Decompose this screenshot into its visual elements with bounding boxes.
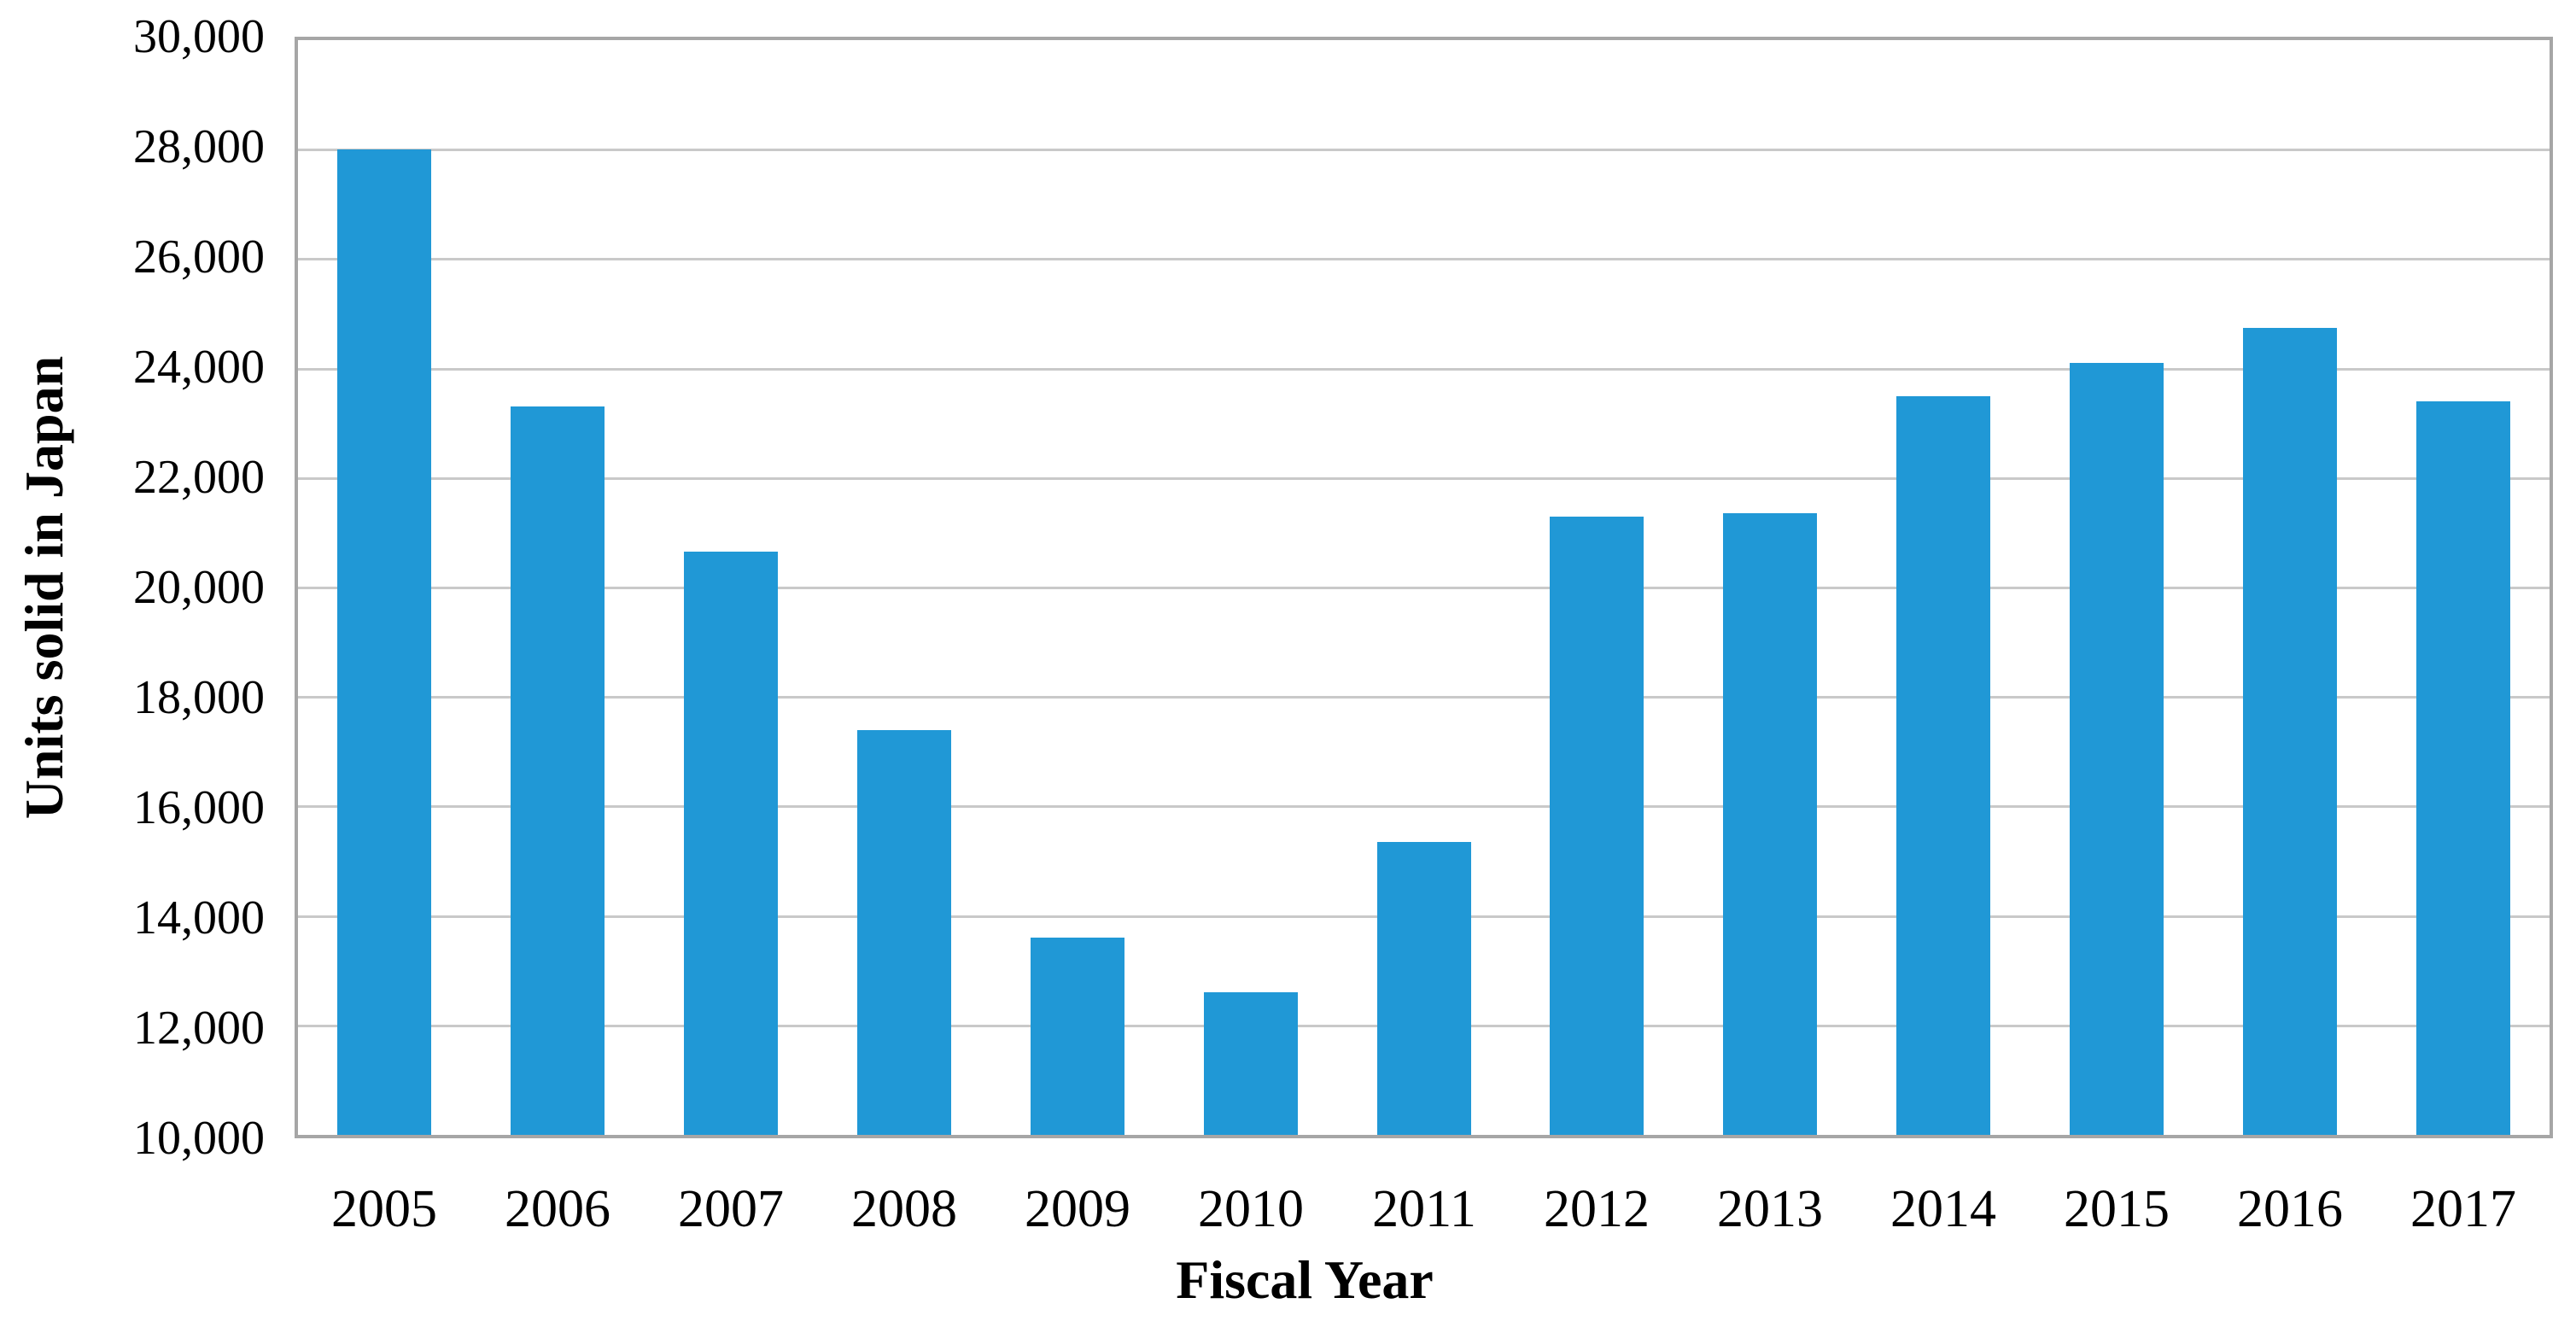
gridline bbox=[298, 805, 2550, 808]
bar-2009 bbox=[1031, 938, 1124, 1135]
x-tick-label: 2014 bbox=[1890, 1180, 1996, 1238]
x-tick-label: 2011 bbox=[1372, 1180, 1476, 1238]
y-tick-label: 18,000 bbox=[133, 671, 265, 724]
x-tick-label: 2007 bbox=[678, 1180, 784, 1238]
x-tick-label: 2005 bbox=[331, 1180, 437, 1238]
bar-2014 bbox=[1896, 396, 1990, 1135]
gridline bbox=[298, 149, 2550, 151]
y-tick-label: 20,000 bbox=[133, 561, 265, 614]
x-tick-label: 2006 bbox=[505, 1180, 610, 1238]
bar-2007 bbox=[684, 552, 778, 1135]
bar-2017 bbox=[2416, 401, 2510, 1135]
bar-2015 bbox=[2070, 363, 2164, 1135]
gridline bbox=[298, 587, 2550, 589]
y-tick-label: 10,000 bbox=[133, 1112, 265, 1165]
bar-2011 bbox=[1377, 842, 1471, 1135]
x-tick-label: 2015 bbox=[2064, 1180, 2170, 1238]
y-tick-label: 24,000 bbox=[133, 341, 265, 394]
bar-2005 bbox=[337, 149, 431, 1135]
x-axis-title: Fiscal Year bbox=[1176, 1249, 1434, 1310]
gridline bbox=[298, 258, 2550, 260]
bar-2008 bbox=[857, 730, 951, 1135]
x-tick-label: 2010 bbox=[1198, 1180, 1304, 1238]
bar-2012 bbox=[1550, 517, 1644, 1135]
x-tick-label: 2012 bbox=[1544, 1180, 1650, 1238]
y-tick-label: 26,000 bbox=[133, 231, 265, 284]
y-tick-label: 30,000 bbox=[133, 10, 265, 63]
bar-2013 bbox=[1723, 513, 1817, 1135]
y-tick-label: 28,000 bbox=[133, 120, 265, 173]
x-tick-label: 2016 bbox=[2237, 1180, 2343, 1238]
x-tick-label: 2008 bbox=[851, 1180, 957, 1238]
gridline bbox=[298, 368, 2550, 371]
y-tick-label: 14,000 bbox=[133, 891, 265, 944]
x-tick-label: 2009 bbox=[1025, 1180, 1130, 1238]
y-tick-label: 22,000 bbox=[133, 451, 265, 504]
plot-area bbox=[295, 37, 2553, 1138]
y-tick-label: 12,000 bbox=[133, 1002, 265, 1055]
bar-2006 bbox=[511, 406, 605, 1135]
bar-2016 bbox=[2243, 328, 2337, 1135]
gridline bbox=[298, 477, 2550, 480]
x-tick-label: 2017 bbox=[2410, 1180, 2516, 1238]
bar-2010 bbox=[1204, 992, 1298, 1135]
x-tick-label: 2013 bbox=[1717, 1180, 1823, 1238]
y-tick-label: 16,000 bbox=[133, 781, 265, 834]
y-axis-title: Units solid in Japan bbox=[14, 355, 74, 820]
gridline bbox=[298, 696, 2550, 699]
